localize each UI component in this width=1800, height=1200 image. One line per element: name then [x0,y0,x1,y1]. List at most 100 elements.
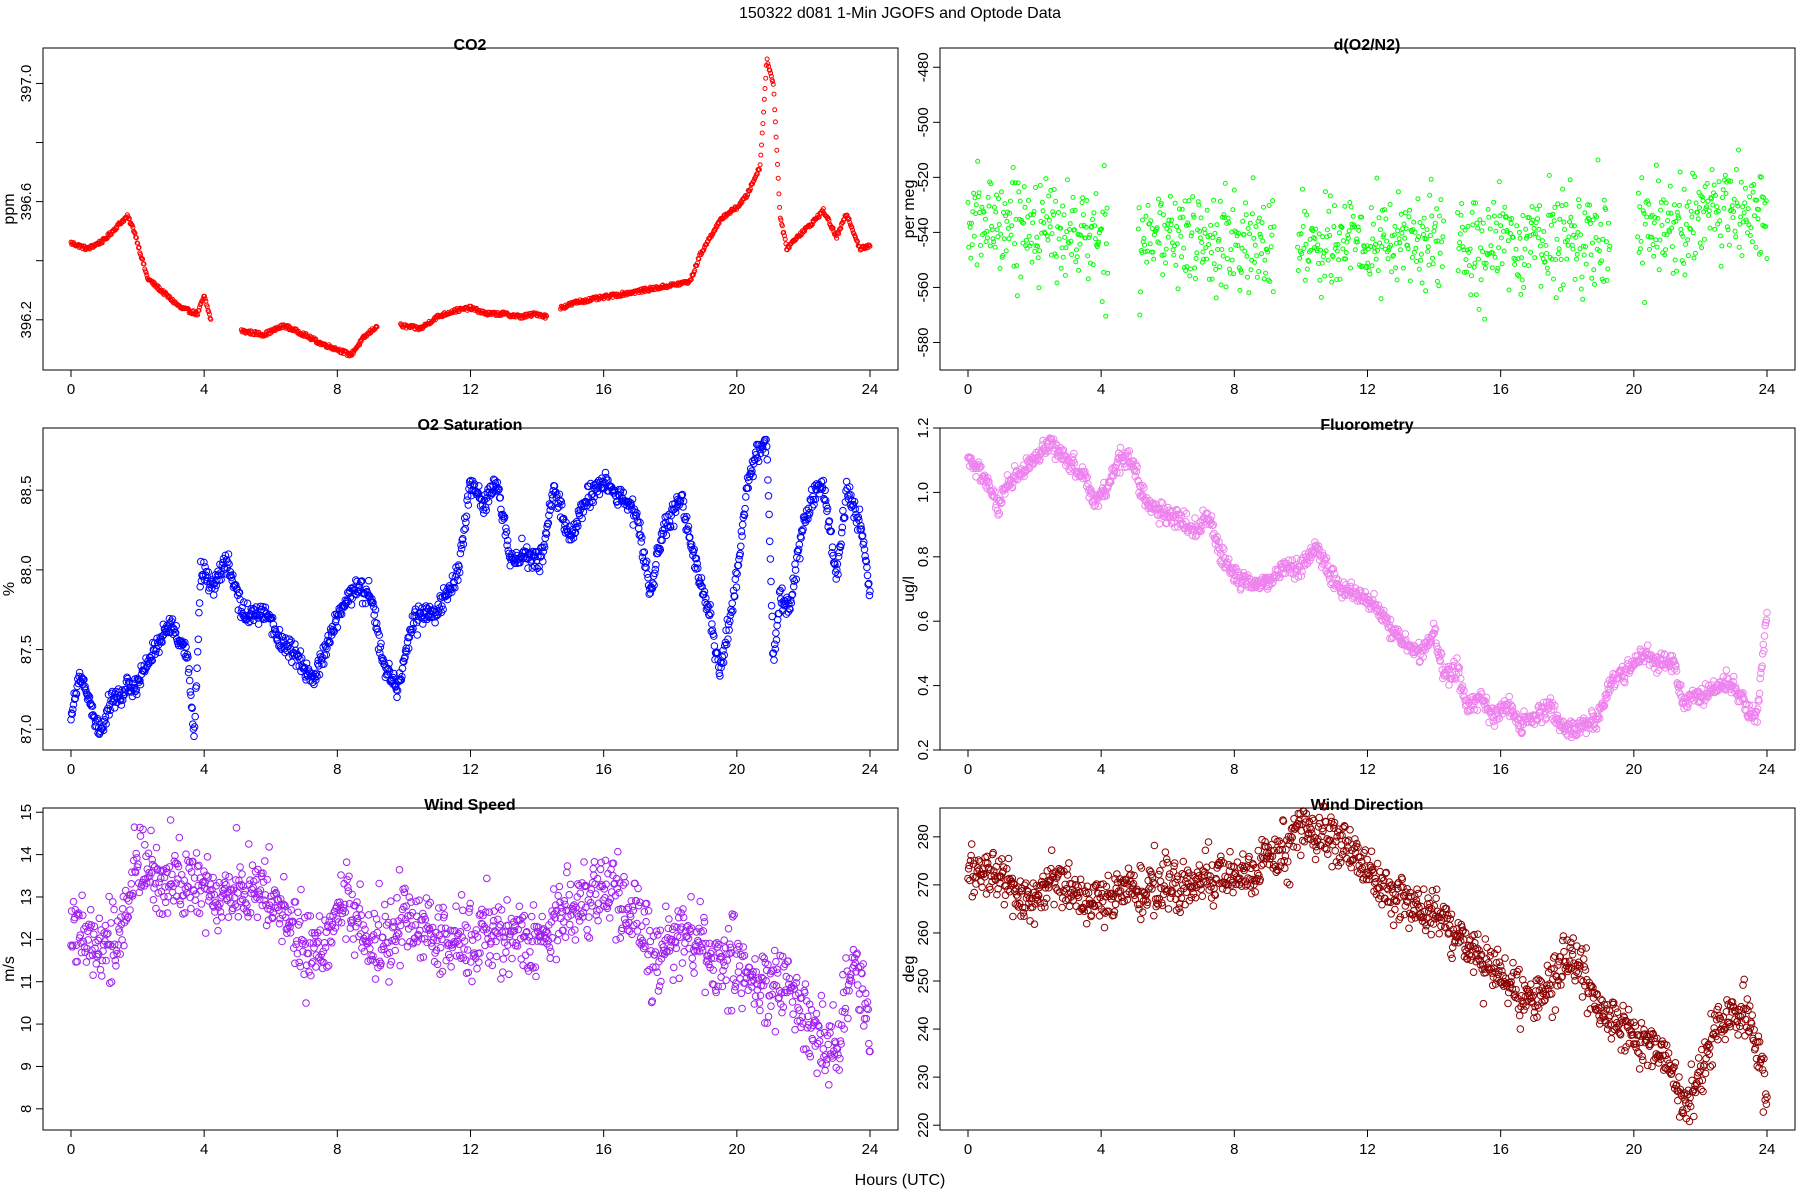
data-point [1532,255,1538,261]
data-point [1037,248,1043,254]
data-point [1352,247,1358,253]
data-point [1218,282,1224,288]
data-point [1361,588,1370,596]
data-point [369,598,377,607]
x-tick-label: 12 [1359,381,1376,398]
data-point [325,637,334,646]
data-point [1081,471,1090,480]
data-point [679,503,687,511]
data-point [270,630,278,638]
data-point [1752,213,1757,219]
data-point [1455,664,1464,672]
data-point [1423,236,1429,242]
data-point [189,857,197,866]
data-point [795,540,804,549]
data-point [1011,263,1017,269]
data-point [1188,266,1193,272]
data-point [1693,200,1699,206]
data-point [1059,446,1068,454]
data-point [1591,267,1597,273]
data-point [1424,227,1430,233]
data-point [524,564,532,573]
data-point [861,552,869,560]
data-point [968,255,974,261]
data-point [1187,273,1193,279]
data-point [1380,606,1388,615]
data-point [101,716,109,724]
data-point [1270,289,1276,295]
data-point [475,482,483,490]
data-point [1028,240,1034,246]
y-tick-label: 396.2 [18,301,35,339]
data-point [1345,235,1351,241]
data-point [1212,230,1218,236]
data-point [1428,176,1434,182]
data-point [1086,235,1092,240]
data-point [1688,226,1693,232]
data-point [1374,601,1383,609]
data-point [531,548,540,556]
data-point [1471,264,1477,270]
data-point [1322,189,1328,195]
data-point [1189,230,1195,236]
data-point [232,581,240,589]
data-point [767,601,776,610]
data-point [1717,233,1723,239]
data-point [1651,253,1657,259]
data-point [819,476,828,485]
data-point [72,690,81,698]
data-point [1014,293,1020,299]
data-point [189,886,198,894]
data-point [1167,193,1173,199]
data-point [1457,231,1463,237]
y-tick-label: -500 [915,107,932,137]
data-point [141,261,147,267]
data-point [778,584,786,593]
data-point [833,560,842,568]
data-point [1234,568,1243,576]
data-point [1763,608,1771,617]
data-point [1419,280,1425,286]
data-point [460,526,468,534]
data-point [1270,198,1276,204]
data-point [1101,269,1107,275]
data-point [75,911,83,920]
data-point [1420,224,1426,230]
data-point [838,523,847,532]
data-point [1742,185,1748,191]
data-point [453,566,462,575]
data-point [1660,197,1666,203]
data-point [748,467,756,475]
figure-suptitle: 150322 d081 1-Min JGOFS and Optode Data [739,5,1061,22]
data-point [860,538,868,546]
data-point [776,191,782,197]
data-point [1055,210,1061,215]
data-point [596,478,604,487]
data-point [155,878,163,887]
data-point [1605,266,1611,272]
data-point [1758,174,1764,180]
data-point [749,472,757,481]
data-point [573,519,582,528]
data-point [128,868,136,877]
data-point [1043,176,1049,182]
data-point [1165,234,1171,240]
y-axis-label: % [1,582,18,596]
data-point [849,224,855,230]
data-point [706,601,714,609]
data-point [1641,210,1647,216]
data-point [1236,230,1241,236]
data-point [1430,261,1436,267]
data-point [1312,236,1318,241]
data-point [106,979,114,988]
data-point [1600,236,1606,242]
data-point [372,619,381,628]
data-point [1348,265,1353,271]
data-point [736,549,745,558]
data-point [214,571,223,580]
data-point [1204,207,1210,213]
data-point [1304,266,1310,272]
data-point [1181,518,1190,526]
data-point [1466,263,1472,269]
figure-xlabel: Hours (UTC) [855,1172,946,1189]
